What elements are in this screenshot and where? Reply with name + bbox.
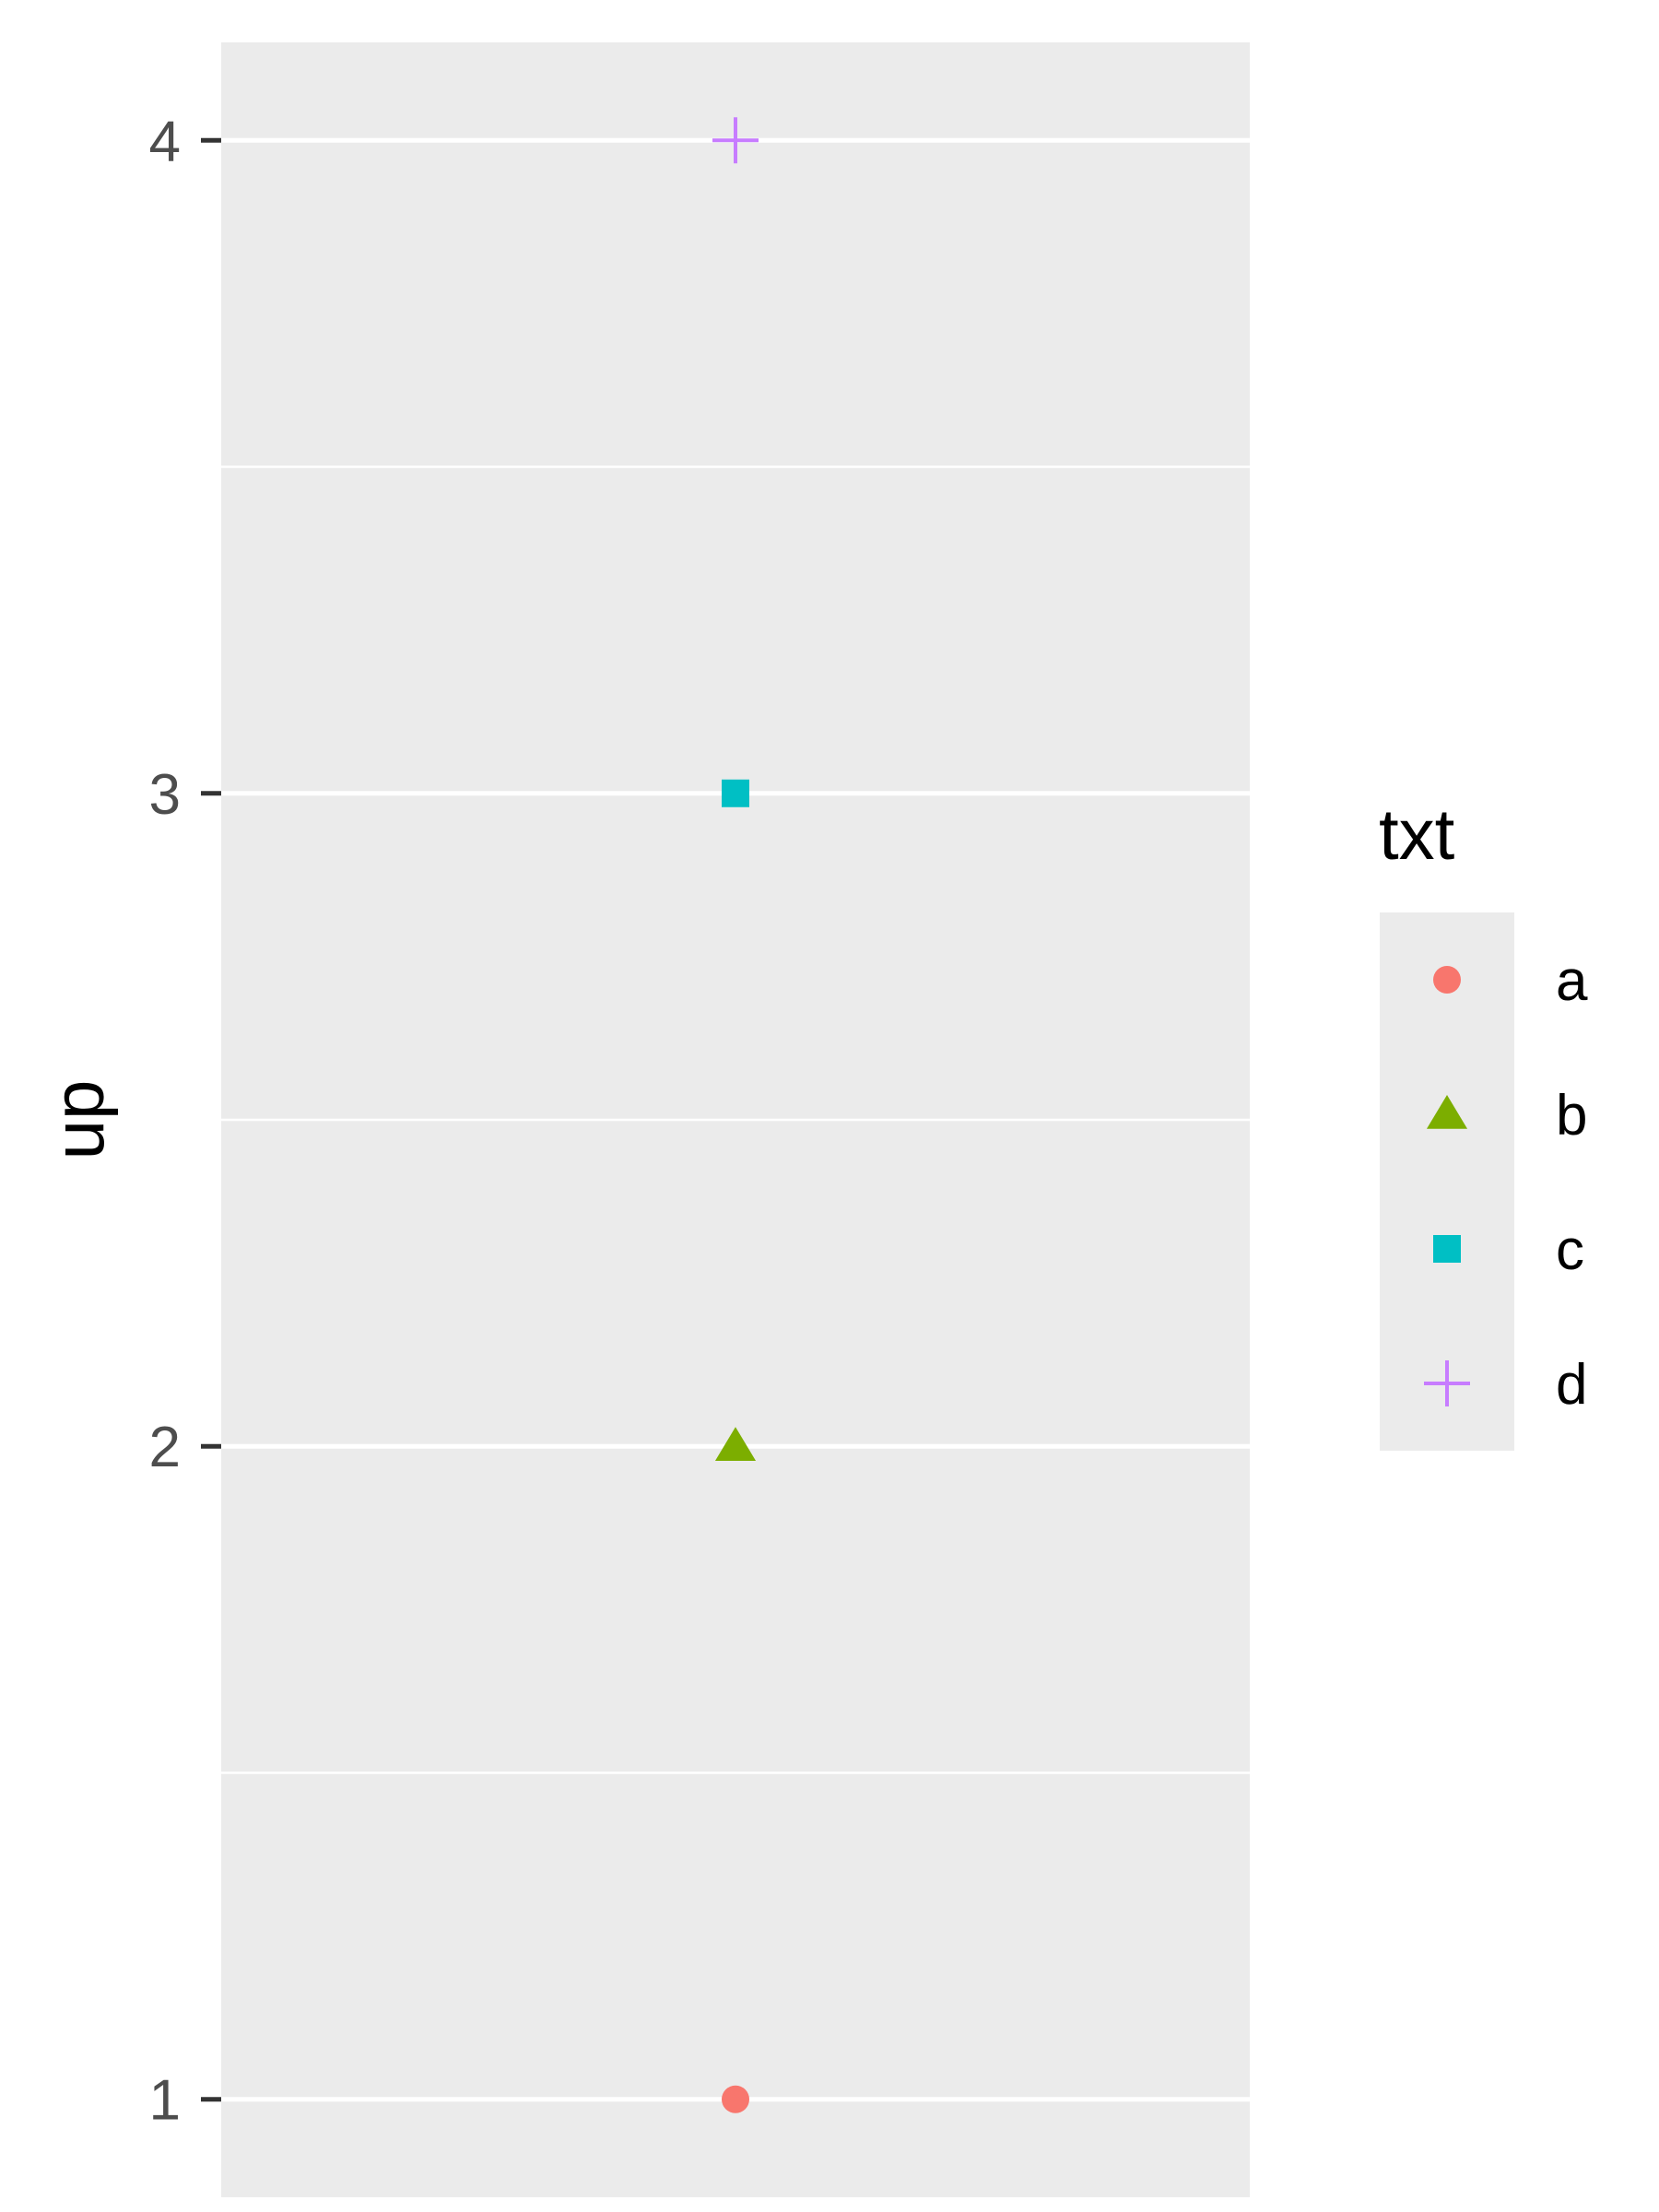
y-axis-ticks: 1 2 3 4 xyxy=(149,110,221,2132)
legend: txt a b c d xyxy=(1379,794,1588,1451)
legend-title: txt xyxy=(1379,794,1455,875)
legend-key-c xyxy=(1433,1235,1461,1263)
y-tick-label: 4 xyxy=(149,110,181,173)
legend-label-a: a xyxy=(1556,949,1588,1013)
point-a xyxy=(722,2086,749,2113)
legend-key-a xyxy=(1433,966,1461,994)
legend-label-b: b xyxy=(1556,1084,1587,1147)
legend-label-d: d xyxy=(1556,1353,1587,1417)
point-c xyxy=(722,780,749,807)
y-axis-title: up xyxy=(38,1080,119,1160)
legend-label-c: c xyxy=(1556,1218,1584,1282)
y-tick-label: 2 xyxy=(149,1416,181,1479)
y-tick-label: 1 xyxy=(149,2069,181,2133)
y-tick-label: 3 xyxy=(149,763,181,827)
